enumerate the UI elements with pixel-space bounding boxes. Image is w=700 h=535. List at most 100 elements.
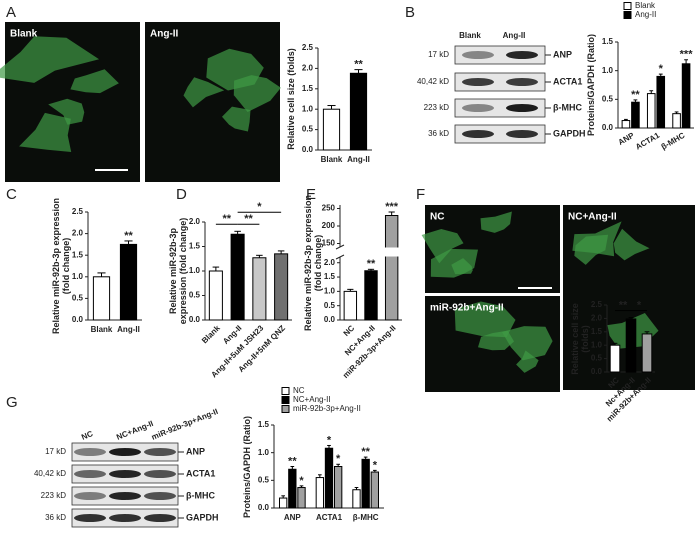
blot-size-label: 17 kD: [428, 50, 449, 59]
blot-size-label: 36 kD: [428, 129, 449, 138]
y-axis-label: Proteins/GAPDH (Ratio): [586, 34, 596, 137]
bar: [672, 113, 681, 129]
blot-band: [144, 470, 176, 478]
x-tick-label: ACTA1: [634, 130, 662, 151]
y-tick-label: 0.5: [302, 125, 314, 134]
cell: [454, 301, 516, 338]
y-tick-label: 0.5: [258, 475, 270, 484]
legend-label: miR-92b-3p+Ang-II: [293, 404, 361, 413]
bar: [274, 253, 289, 321]
y-axis-label: Relative cell size (folds): [286, 48, 296, 150]
y-tick-label: 1.5: [602, 37, 614, 46]
y-tick-label: 1.5: [591, 327, 603, 336]
cell: [0, 36, 100, 83]
y-tick-label: 1.0: [591, 340, 603, 349]
y-tick-label: 2.0: [302, 64, 314, 73]
blot-protein-label: ANP: [186, 446, 205, 456]
y-tick-label: 200: [322, 221, 336, 230]
blot-column-label: NC+Ang-II: [115, 419, 154, 442]
y-tick-label: 2.5: [591, 300, 603, 309]
axis-break-mark: [335, 254, 345, 260]
bar: [279, 497, 288, 509]
y-tick-label: 2.5: [302, 43, 314, 52]
image-label: NC: [430, 212, 444, 223]
y-tick-label: 0.5: [602, 94, 614, 103]
blot-band: [144, 448, 176, 456]
blot-column-label: Blank: [459, 31, 481, 40]
cell: [451, 258, 473, 275]
bar: [324, 447, 334, 509]
y-tick-label: 1.0: [189, 266, 201, 275]
significance-label: **: [619, 300, 628, 312]
bar: [621, 120, 631, 129]
blot-band: [109, 492, 141, 500]
x-tick-label: β-MHC: [353, 513, 379, 522]
blot-band: [506, 130, 538, 138]
y-tick-label: 0.0: [189, 315, 201, 324]
bar: [252, 257, 267, 321]
panel-letter: F: [416, 186, 425, 203]
panel-letter: G: [6, 394, 18, 411]
axis-break: [336, 247, 404, 257]
y-axis-label: Relative miR-92b-3p expression (fold cha…: [168, 217, 188, 325]
bar: [384, 215, 399, 321]
cell: [613, 228, 650, 261]
bar: [656, 75, 666, 129]
bar: [208, 270, 223, 321]
bar: [646, 93, 656, 129]
bar: [681, 63, 691, 129]
bar: [631, 101, 640, 129]
y-tick-label: 150: [322, 239, 336, 248]
y-tick-label: 0.5: [72, 294, 84, 303]
cell: [48, 98, 85, 125]
blot-column-label: Ang-II: [503, 31, 526, 40]
x-tick-label: NC: [342, 323, 357, 338]
bar: [370, 471, 379, 509]
blot-band: [506, 78, 538, 86]
cell: [421, 229, 464, 264]
significance-label: **: [124, 230, 133, 242]
blot-protein-label: GAPDH: [553, 128, 586, 138]
legend-swatch: [623, 2, 632, 10]
bar: [322, 108, 341, 151]
significance-label: *: [659, 63, 664, 75]
blot-band: [74, 470, 106, 478]
significance-label: *: [327, 434, 332, 446]
blot-band: [506, 51, 538, 59]
significance-label: *: [336, 453, 341, 465]
cell: [480, 211, 512, 233]
legend-label: NC+Ang-II: [293, 395, 331, 404]
y-tick-label: 2.0: [591, 314, 603, 323]
x-tick-label: Blank: [321, 155, 343, 164]
significance-label: **: [354, 59, 363, 71]
y-tick-label: 0.5: [591, 354, 603, 363]
bar: [352, 489, 361, 509]
y-tick-label: 1.0: [602, 66, 614, 75]
significance-label: *: [257, 201, 262, 213]
significance-label: *: [637, 300, 642, 312]
blot-size-label: 40,42 kD: [34, 469, 66, 478]
bar: [364, 270, 378, 321]
blot-protein-label: ACTA1: [186, 468, 215, 478]
y-tick-label: 0.0: [72, 315, 84, 324]
y-tick-label: 2.5: [72, 207, 84, 216]
x-tick-label: Blank: [91, 325, 113, 334]
blot-band: [74, 492, 106, 500]
y-tick-label: 0.0: [302, 145, 314, 154]
blot-protein-label: GAPDH: [186, 512, 219, 522]
cell: [502, 326, 553, 361]
significance-label: ***: [385, 201, 399, 213]
bar: [288, 468, 297, 509]
image-label: NC+Ang-II: [568, 212, 617, 223]
x-tick-label: Ang-II: [347, 155, 370, 164]
y-tick-label: 1.5: [258, 420, 270, 429]
blot-protein-label: β-MHC: [186, 490, 215, 500]
panel-letter: E: [306, 186, 316, 203]
y-axis-label: Proteins/GAPDH (Ratio): [242, 415, 252, 518]
blot-band: [109, 514, 141, 522]
blot-size-label: 223 kD: [41, 491, 67, 500]
image-label: Ang-II: [150, 29, 179, 40]
blot-band: [74, 448, 106, 456]
